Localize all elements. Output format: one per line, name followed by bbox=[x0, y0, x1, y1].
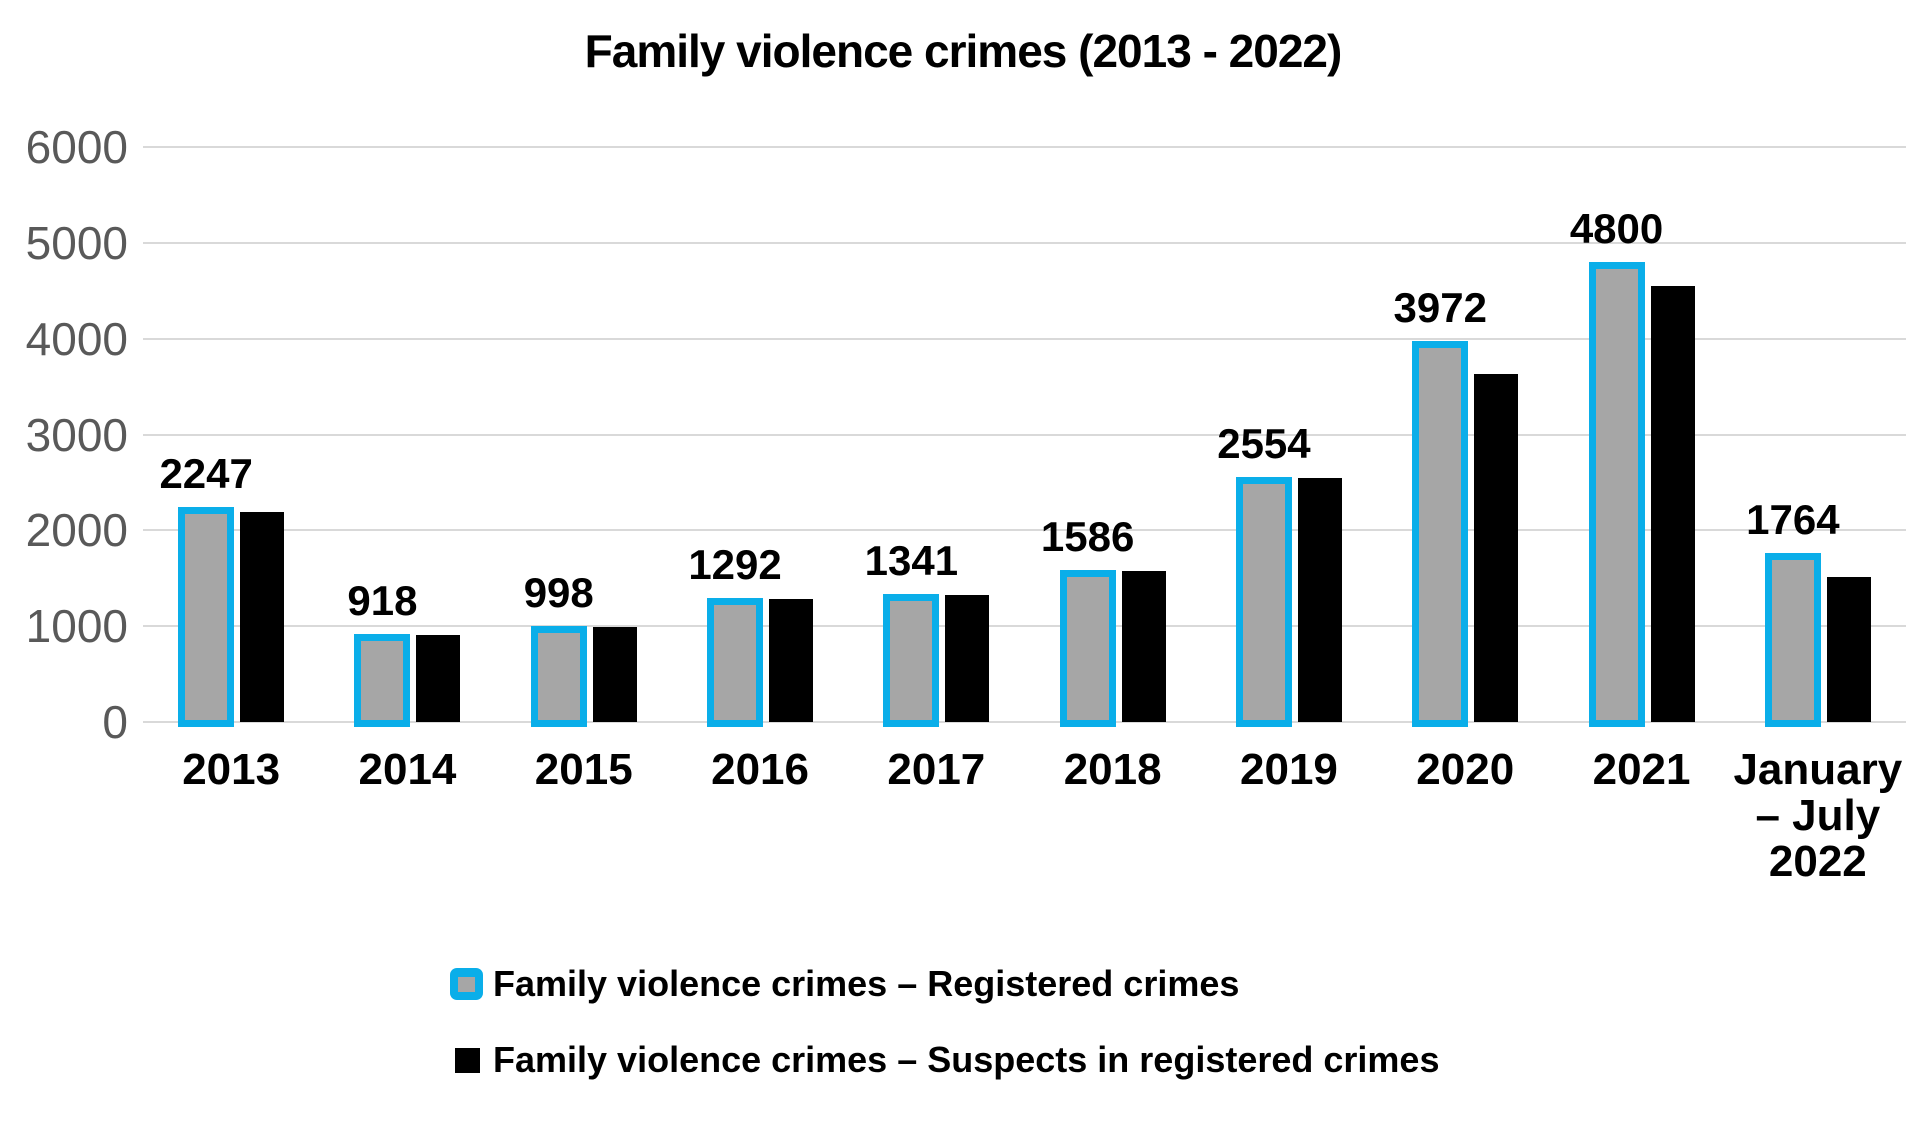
bar-suspects-2019 bbox=[1297, 477, 1342, 722]
gridline bbox=[143, 433, 1906, 436]
x-axis-category-label: 2018 bbox=[1025, 747, 1201, 793]
bar-suspects-2017 bbox=[945, 594, 990, 722]
y-axis-tick-label: 3000 bbox=[25, 408, 128, 461]
bar-value-label: 3972 bbox=[1393, 284, 1487, 332]
bar-suspects-2016 bbox=[769, 598, 814, 722]
x-axis-label-line: 2019 bbox=[1240, 745, 1338, 794]
legend-label-registered: Family violence crimes – Registered crim… bbox=[493, 963, 1240, 1004]
legend-item-registered: Family violence crimes – Registered crim… bbox=[450, 962, 1439, 1006]
gridline bbox=[143, 241, 1906, 244]
x-axis-category-label: 2017 bbox=[848, 747, 1024, 793]
gridline bbox=[143, 337, 1906, 340]
bar-registered-2018 bbox=[1059, 570, 1116, 727]
gridline bbox=[143, 146, 1906, 148]
bar-registered-2015 bbox=[530, 626, 587, 727]
bar-suspects-2013 bbox=[240, 512, 285, 722]
bar-value-label: 2247 bbox=[159, 449, 253, 497]
bar-value-label: 918 bbox=[347, 577, 418, 625]
x-axis-category-label: 2015 bbox=[496, 747, 672, 793]
bar-registered-2020 bbox=[1412, 341, 1469, 727]
legend-item-suspects: Family violence crimes – Suspects in reg… bbox=[450, 1038, 1439, 1082]
bar-registered-2019 bbox=[1235, 477, 1292, 727]
bar-registered-January – July 2022 bbox=[1764, 552, 1821, 727]
x-axis-label-line: 2016 bbox=[711, 745, 809, 794]
bar-registered-2014 bbox=[354, 634, 411, 727]
x-axis-label-line: 2022 bbox=[1768, 837, 1867, 886]
x-axis-category-label: 2021 bbox=[1553, 747, 1729, 793]
x-axis-label-line: – July bbox=[1755, 791, 1881, 840]
x-axis-category-label: 2014 bbox=[319, 747, 495, 793]
x-axis-category-label: 2016 bbox=[672, 747, 848, 793]
bar-suspects-2021 bbox=[1650, 285, 1695, 722]
y-axis-tick-label: 4000 bbox=[25, 312, 128, 365]
x-axis-label-line: 2018 bbox=[1063, 745, 1162, 794]
bar-registered-2013 bbox=[178, 506, 235, 727]
bar-suspects-January – July 2022 bbox=[1826, 576, 1871, 722]
x-axis-label-line: 2014 bbox=[358, 745, 457, 794]
legend-marker-suspects bbox=[455, 1047, 480, 1073]
x-axis-label-line: 2015 bbox=[534, 745, 633, 794]
y-axis-tick-label: 5000 bbox=[25, 216, 128, 269]
plot-area: 2247 918 998 1292 1341 1586 2554 3972 4800 1764 bbox=[143, 146, 1906, 727]
bar-suspects-2018 bbox=[1121, 571, 1166, 722]
x-axis-category-label: 2020 bbox=[1377, 747, 1553, 793]
legend-marker-registered bbox=[450, 968, 483, 1000]
bar-suspects-2014 bbox=[416, 635, 461, 722]
x-axis-label-line: January bbox=[1733, 745, 1903, 794]
legend: Family violence crimes – Registered crim… bbox=[450, 962, 1439, 1082]
bar-registered-2021 bbox=[1588, 262, 1645, 727]
bar-value-label: 998 bbox=[523, 569, 594, 617]
legend-marker-registered-fill bbox=[458, 976, 475, 992]
y-axis-tick-label: 0 bbox=[102, 696, 128, 748]
x-axis-label-line: 2013 bbox=[182, 745, 281, 794]
bar-suspects-2020 bbox=[1474, 374, 1519, 722]
x-axis-category-label: 2019 bbox=[1201, 747, 1377, 793]
y-axis-tick-label: 1000 bbox=[25, 600, 128, 653]
bar-registered-2017 bbox=[883, 593, 940, 727]
bar-value-label: 4800 bbox=[1569, 205, 1664, 252]
bar-value-label: 1764 bbox=[1746, 495, 1840, 543]
gridline bbox=[143, 529, 1906, 532]
y-axis-tick-label: 6000 bbox=[25, 121, 128, 173]
bar-value-label: 1292 bbox=[688, 541, 782, 589]
bar-value-label: 1586 bbox=[1040, 513, 1135, 561]
gridline bbox=[143, 721, 1906, 723]
y-axis-tick-label: 2000 bbox=[25, 504, 128, 557]
x-axis-category-label: January – July 2022 bbox=[1730, 747, 1906, 885]
bar-suspects-2015 bbox=[592, 627, 637, 722]
x-axis-label-line: 2017 bbox=[887, 745, 986, 794]
chart-title: Family violence crimes (2013 - 2022) bbox=[584, 25, 1343, 77]
bar-registered-2016 bbox=[707, 598, 764, 727]
x-axis-category-label: 2013 bbox=[143, 747, 319, 793]
bar-value-label: 1341 bbox=[864, 536, 959, 584]
bar-value-label: 2554 bbox=[1217, 420, 1311, 468]
x-axis-label-line: 2020 bbox=[1416, 745, 1515, 794]
x-axis-label-line: 2021 bbox=[1592, 745, 1691, 794]
legend-label-suspects: Family violence crimes – Suspects in reg… bbox=[493, 1039, 1440, 1080]
gridline bbox=[143, 625, 1906, 628]
